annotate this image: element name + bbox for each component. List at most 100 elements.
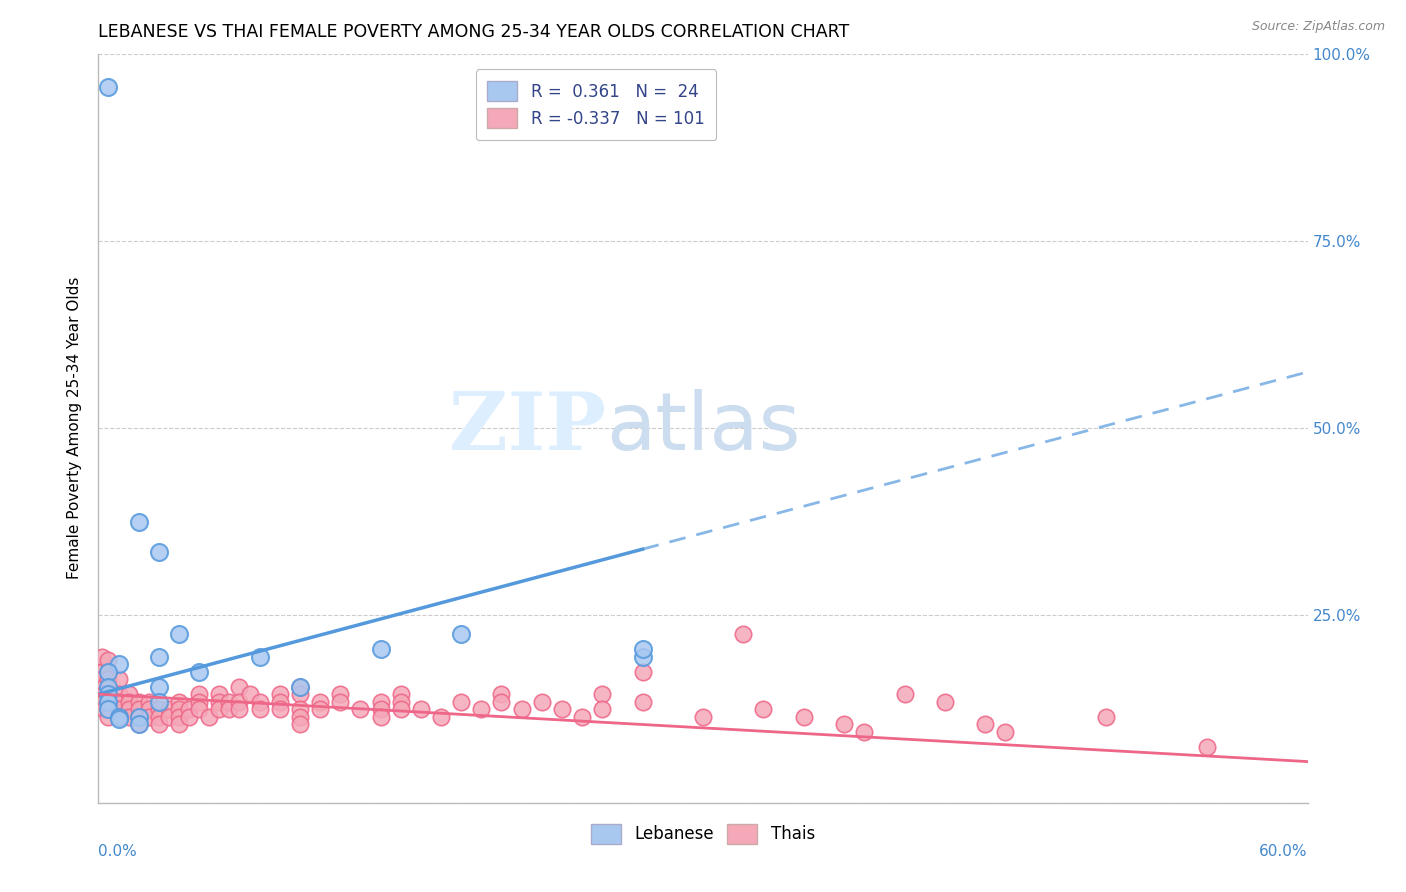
Point	[370, 695, 392, 709]
Point	[1095, 709, 1118, 723]
Point	[269, 702, 291, 716]
Point	[249, 649, 271, 664]
Point	[128, 709, 150, 723]
Point	[288, 680, 311, 694]
Point	[370, 709, 392, 723]
Point	[93, 695, 115, 709]
Point	[138, 702, 160, 716]
Point	[389, 695, 412, 709]
Point	[167, 695, 190, 709]
Point	[510, 702, 533, 716]
Point	[228, 695, 250, 709]
Point	[118, 702, 141, 716]
Point	[97, 702, 120, 716]
Point	[249, 702, 271, 716]
Point	[148, 709, 170, 723]
Point	[97, 687, 120, 701]
Point	[188, 702, 211, 716]
Point	[188, 687, 211, 701]
Point	[370, 702, 392, 716]
Point	[97, 680, 120, 694]
Point	[288, 717, 311, 731]
Point	[157, 709, 180, 723]
Point	[218, 702, 240, 716]
Point	[97, 665, 120, 679]
Text: ZIP: ZIP	[450, 389, 606, 467]
Point	[97, 695, 120, 709]
Text: 60.0%: 60.0%	[1260, 844, 1308, 859]
Point	[450, 695, 472, 709]
Point	[138, 709, 160, 723]
Point	[530, 695, 553, 709]
Point	[97, 702, 120, 716]
Point	[167, 717, 190, 731]
Point	[793, 709, 815, 723]
Point	[107, 657, 129, 672]
Point	[491, 695, 513, 709]
Point	[148, 702, 170, 716]
Point	[329, 695, 352, 709]
Point	[167, 702, 190, 716]
Point	[228, 702, 250, 716]
Point	[269, 695, 291, 709]
Point	[934, 695, 956, 709]
Point	[97, 80, 120, 95]
Point	[329, 687, 352, 701]
Point	[631, 649, 654, 664]
Point	[91, 665, 114, 679]
Point	[288, 687, 311, 701]
Point	[118, 687, 141, 701]
Point	[91, 649, 114, 664]
Point	[974, 717, 997, 731]
Point	[118, 695, 141, 709]
Point	[93, 702, 115, 716]
Point	[450, 627, 472, 641]
Point	[370, 642, 392, 657]
Point	[491, 687, 513, 701]
Point	[97, 665, 120, 679]
Point	[97, 695, 120, 709]
Point	[97, 709, 120, 723]
Point	[631, 642, 654, 657]
Y-axis label: Female Poverty Among 25-34 Year Olds: Female Poverty Among 25-34 Year Olds	[67, 277, 83, 579]
Point	[138, 695, 160, 709]
Point	[107, 702, 129, 716]
Point	[93, 687, 115, 701]
Point	[107, 712, 129, 726]
Text: Source: ZipAtlas.com: Source: ZipAtlas.com	[1251, 20, 1385, 33]
Point	[128, 695, 150, 709]
Point	[269, 687, 291, 701]
Point	[198, 709, 221, 723]
Point	[389, 687, 412, 701]
Point	[631, 695, 654, 709]
Point	[409, 702, 432, 716]
Point	[249, 695, 271, 709]
Point	[733, 627, 755, 641]
Point	[430, 709, 453, 723]
Point	[832, 717, 855, 731]
Point	[218, 695, 240, 709]
Point	[188, 695, 211, 709]
Point	[128, 717, 150, 731]
Point	[349, 702, 371, 716]
Point	[994, 724, 1017, 739]
Point	[389, 702, 412, 716]
Point	[692, 709, 714, 723]
Point	[128, 709, 150, 723]
Point	[148, 695, 170, 709]
Point	[309, 695, 332, 709]
Point	[288, 680, 311, 694]
Point	[97, 672, 120, 686]
Point	[107, 695, 129, 709]
Legend: Lebanese, Thais: Lebanese, Thais	[585, 817, 821, 851]
Text: atlas: atlas	[606, 389, 800, 467]
Point	[470, 702, 492, 716]
Point	[631, 665, 654, 679]
Point	[288, 702, 311, 716]
Point	[107, 709, 129, 723]
Point	[853, 724, 876, 739]
Point	[128, 717, 150, 731]
Point	[148, 545, 170, 559]
Text: LEBANESE VS THAI FEMALE POVERTY AMONG 25-34 YEAR OLDS CORRELATION CHART: LEBANESE VS THAI FEMALE POVERTY AMONG 25…	[98, 23, 849, 41]
Point	[179, 709, 201, 723]
